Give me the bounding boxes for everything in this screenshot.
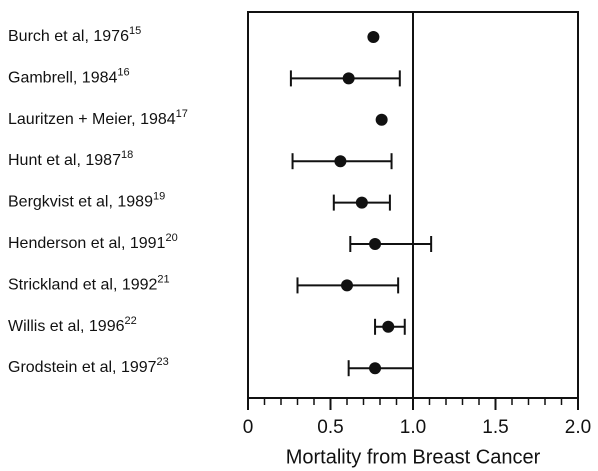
study-name: Henderson et al, 1991 [8,235,166,252]
point-estimate [382,320,395,333]
x-tick-label: 0 [243,417,254,438]
point-estimate [369,238,382,250]
point-estimate [341,279,353,292]
study-reference: 20 [165,232,177,244]
study-label: Henderson et al, 199120 [8,232,178,252]
point-estimate [334,155,347,168]
study-name: Bergkvist et al, 1989 [8,194,153,211]
x-axis-title: Mortality from Breast Cancer [286,446,541,468]
study-reference: 16 [117,66,129,78]
study-reference: 18 [121,149,133,161]
study-label: Gambrell, 198416 [8,66,130,86]
x-tick-label: 1.0 [400,417,426,438]
study-reference: 21 [157,273,169,285]
study-name: Gambrell, 1984 [8,70,117,87]
study-label: Lauritzen + Meier, 198417 [8,108,188,128]
point-estimate [342,72,355,85]
point-estimate [375,113,388,126]
study-label: Strickland et al, 199221 [8,273,170,293]
study-name: Burch et al, 1976 [8,28,129,45]
point-estimate [369,362,382,375]
study-reference: 19 [153,191,165,203]
point-estimate [355,196,368,209]
x-tick-label: 0.5 [317,417,343,438]
study-name: Hunt et al, 1987 [8,152,121,169]
study-label: Bergkvist et al, 198919 [8,191,165,211]
study-reference: 17 [176,108,188,120]
x-tick-label: 2.0 [565,417,591,438]
study-reference: 15 [129,25,141,37]
study-label: Grodstein et al, 199723 [8,356,169,376]
point-estimate [367,31,380,43]
study-name: Willis et al, 1996 [8,318,125,335]
study-name: Grodstein et al, 1997 [8,359,157,376]
study-name: Lauritzen + Meier, 1984 [8,111,176,128]
study-label: Burch et al, 197615 [8,25,141,45]
study-reference: 22 [125,315,137,327]
study-reference: 23 [157,356,169,368]
study-name: Strickland et al, 1992 [8,277,158,294]
x-tick-label: 1.5 [482,417,508,438]
study-label: Hunt et al, 198718 [8,149,133,169]
study-label: Willis et al, 199622 [8,315,137,335]
